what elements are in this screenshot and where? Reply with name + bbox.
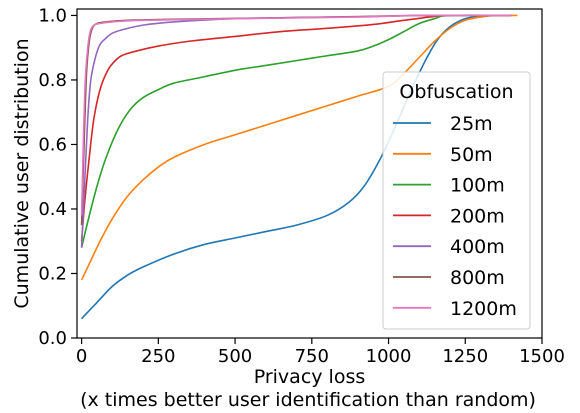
series-line-100m: [80, 14, 512, 248]
y-tick-label: 0.2: [38, 263, 67, 284]
x-tick-label: 250: [141, 346, 175, 367]
y-tick-label: 0.0: [38, 328, 67, 349]
y-tick-label: 0.4: [38, 199, 67, 220]
x-tick-label: 0: [76, 346, 87, 367]
y-tick-label: 0.8: [38, 70, 67, 91]
legend-label-400m: 400m: [450, 236, 505, 258]
y-axis-label: Cumulative user distribution: [11, 38, 33, 308]
x-tick-label: 1500: [519, 346, 565, 367]
legend-items: 25m 50m 100m 200m 400m 800m 1200m: [393, 113, 517, 320]
x-tick-label: 1250: [442, 346, 488, 367]
x-axis-sublabel: (x times better user identification than…: [80, 389, 536, 411]
y-axis-ticks: 0.0 0.2 0.4 0.6 0.8 1.0: [38, 5, 77, 349]
legend-label-100m: 100m: [450, 175, 505, 197]
axes-layer: 0 250 500 750 1000 1250 1500 0.0 0.2 0.4 0.6 0.8 1.…: [11, 5, 565, 411]
legend-label-800m: 800m: [450, 267, 505, 289]
series-layer: [80, 14, 518, 320]
y-tick-label: 0.6: [38, 134, 67, 155]
x-axis-ticks: 0 250 500 750 1000 1250 1500: [76, 338, 565, 367]
legend-label-1200m: 1200m: [450, 298, 517, 320]
legend: Obfuscation 25m 50m 100m 200m 400m 800m 1200m: [382, 71, 531, 330]
legend-label-50m: 50m: [450, 144, 493, 166]
plot-frame: [76, 8, 543, 339]
legend-title: Obfuscation: [399, 81, 513, 103]
legend-label-200m: 200m: [450, 205, 505, 227]
x-tick-label: 750: [295, 346, 329, 367]
series-line-200m: [80, 14, 512, 242]
series-line-1200m: [80, 14, 512, 216]
x-axis-label: Privacy loss: [254, 366, 366, 388]
x-tick-label: 500: [218, 346, 252, 367]
legend-box: [382, 71, 531, 330]
x-tick-label: 1000: [366, 346, 412, 367]
legend-label-25m: 25m: [450, 113, 493, 135]
series-line-50m: [80, 14, 518, 281]
y-tick-label: 1.0: [38, 5, 67, 26]
